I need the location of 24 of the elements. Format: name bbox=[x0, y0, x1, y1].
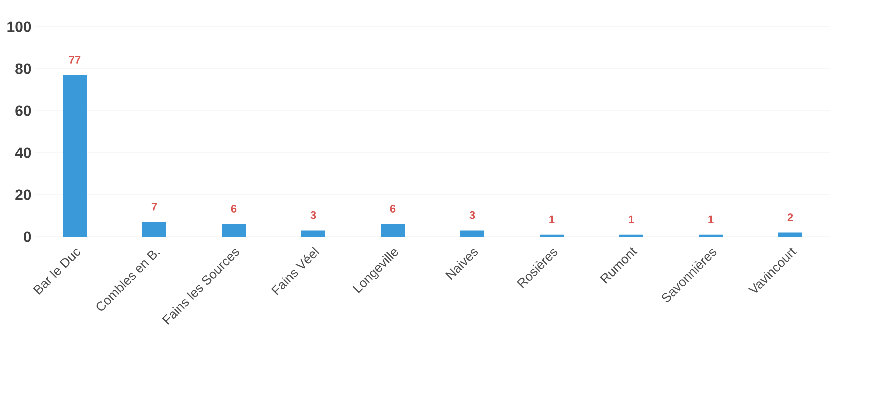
bar bbox=[222, 224, 246, 237]
bar bbox=[63, 75, 88, 237]
data-label: 3 bbox=[470, 211, 476, 220]
bar bbox=[142, 222, 167, 237]
y-tick-label: 40 bbox=[15, 148, 32, 158]
data-label: 6 bbox=[390, 205, 396, 213]
data-label: 2 bbox=[788, 214, 794, 222]
bar bbox=[381, 224, 406, 237]
data-label: 1 bbox=[629, 216, 634, 224]
y-tick-label: 80 bbox=[16, 64, 32, 74]
bar bbox=[302, 230, 326, 237]
data-label: 77 bbox=[69, 56, 81, 64]
x-tick-label: Bar le Duc bbox=[33, 249, 80, 295]
bar bbox=[778, 232, 803, 237]
data-label: 1 bbox=[550, 216, 555, 224]
bar bbox=[460, 230, 485, 237]
y-tick-label: 0 bbox=[24, 232, 32, 242]
y-tick-label: 100 bbox=[8, 22, 32, 32]
data-label: 7 bbox=[152, 203, 158, 211]
data-label: 6 bbox=[231, 205, 237, 213]
y-tick-label: 20 bbox=[16, 190, 32, 200]
data-label: 3 bbox=[310, 211, 316, 220]
y-tick-label: 60 bbox=[16, 106, 32, 116]
data-label: 1 bbox=[708, 216, 714, 224]
